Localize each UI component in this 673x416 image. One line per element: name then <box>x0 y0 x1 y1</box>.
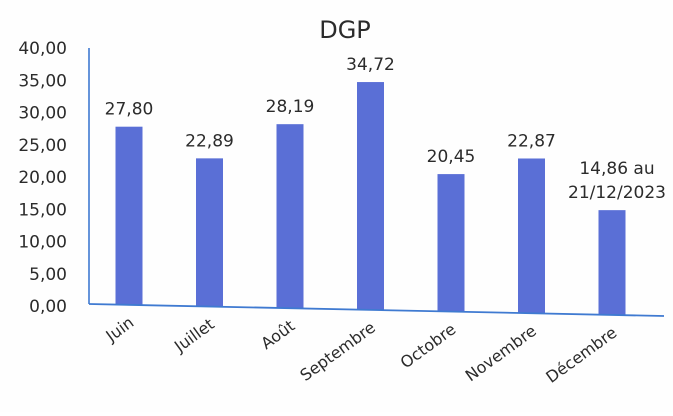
bar <box>518 158 545 314</box>
bar <box>196 158 223 307</box>
bar <box>598 210 626 315</box>
bar <box>357 82 384 310</box>
y-tick-label: 25,00 <box>18 136 67 156</box>
data-label: 14,86 au <box>579 159 654 179</box>
data-label: 22,89 <box>185 131 234 151</box>
x-tick-label: Juin <box>102 313 138 346</box>
bar <box>115 126 143 305</box>
y-tick-label: 10,00 <box>18 233 67 253</box>
data-label: 21/12/2023 <box>568 183 666 203</box>
y-tick-label: 15,00 <box>18 200 67 220</box>
x-tick-label: Juillet <box>170 314 218 356</box>
x-tick-label: Novembre <box>462 321 540 385</box>
bar <box>276 124 304 309</box>
y-tick-label: 40,00 <box>18 39 67 59</box>
y-tick-label: 0,00 <box>29 297 67 317</box>
y-tick-label: 35,00 <box>18 71 67 91</box>
y-tick-label: 5,00 <box>29 265 67 285</box>
bar <box>437 174 465 312</box>
x-axis-line <box>88 303 665 317</box>
x-tick-label: Août <box>257 316 298 353</box>
data-label: 34,72 <box>346 55 395 75</box>
bars-group <box>115 82 626 315</box>
data-label: 20,45 <box>427 147 476 167</box>
x-tick-label: Octobre <box>397 319 460 372</box>
data-label: 28,19 <box>266 97 315 117</box>
x-tick-label: Septembre <box>296 318 378 385</box>
y-axis-ticks: 0,00 5,00 10,00 15,00 20,00 25,00 30,00 35,00 40… <box>18 39 67 317</box>
x-tick-label: Décembre <box>542 323 620 387</box>
data-label: 27,80 <box>105 100 154 120</box>
y-tick-label: 20,00 <box>18 168 67 188</box>
data-labels-group: 27,80 22,89 28,19 34,72 20,45 22,87 14,86 au 21… <box>105 55 666 203</box>
y-tick-label: 30,00 <box>18 104 67 124</box>
data-label: 22,87 <box>507 131 556 151</box>
chart-title: DGP <box>319 16 371 44</box>
